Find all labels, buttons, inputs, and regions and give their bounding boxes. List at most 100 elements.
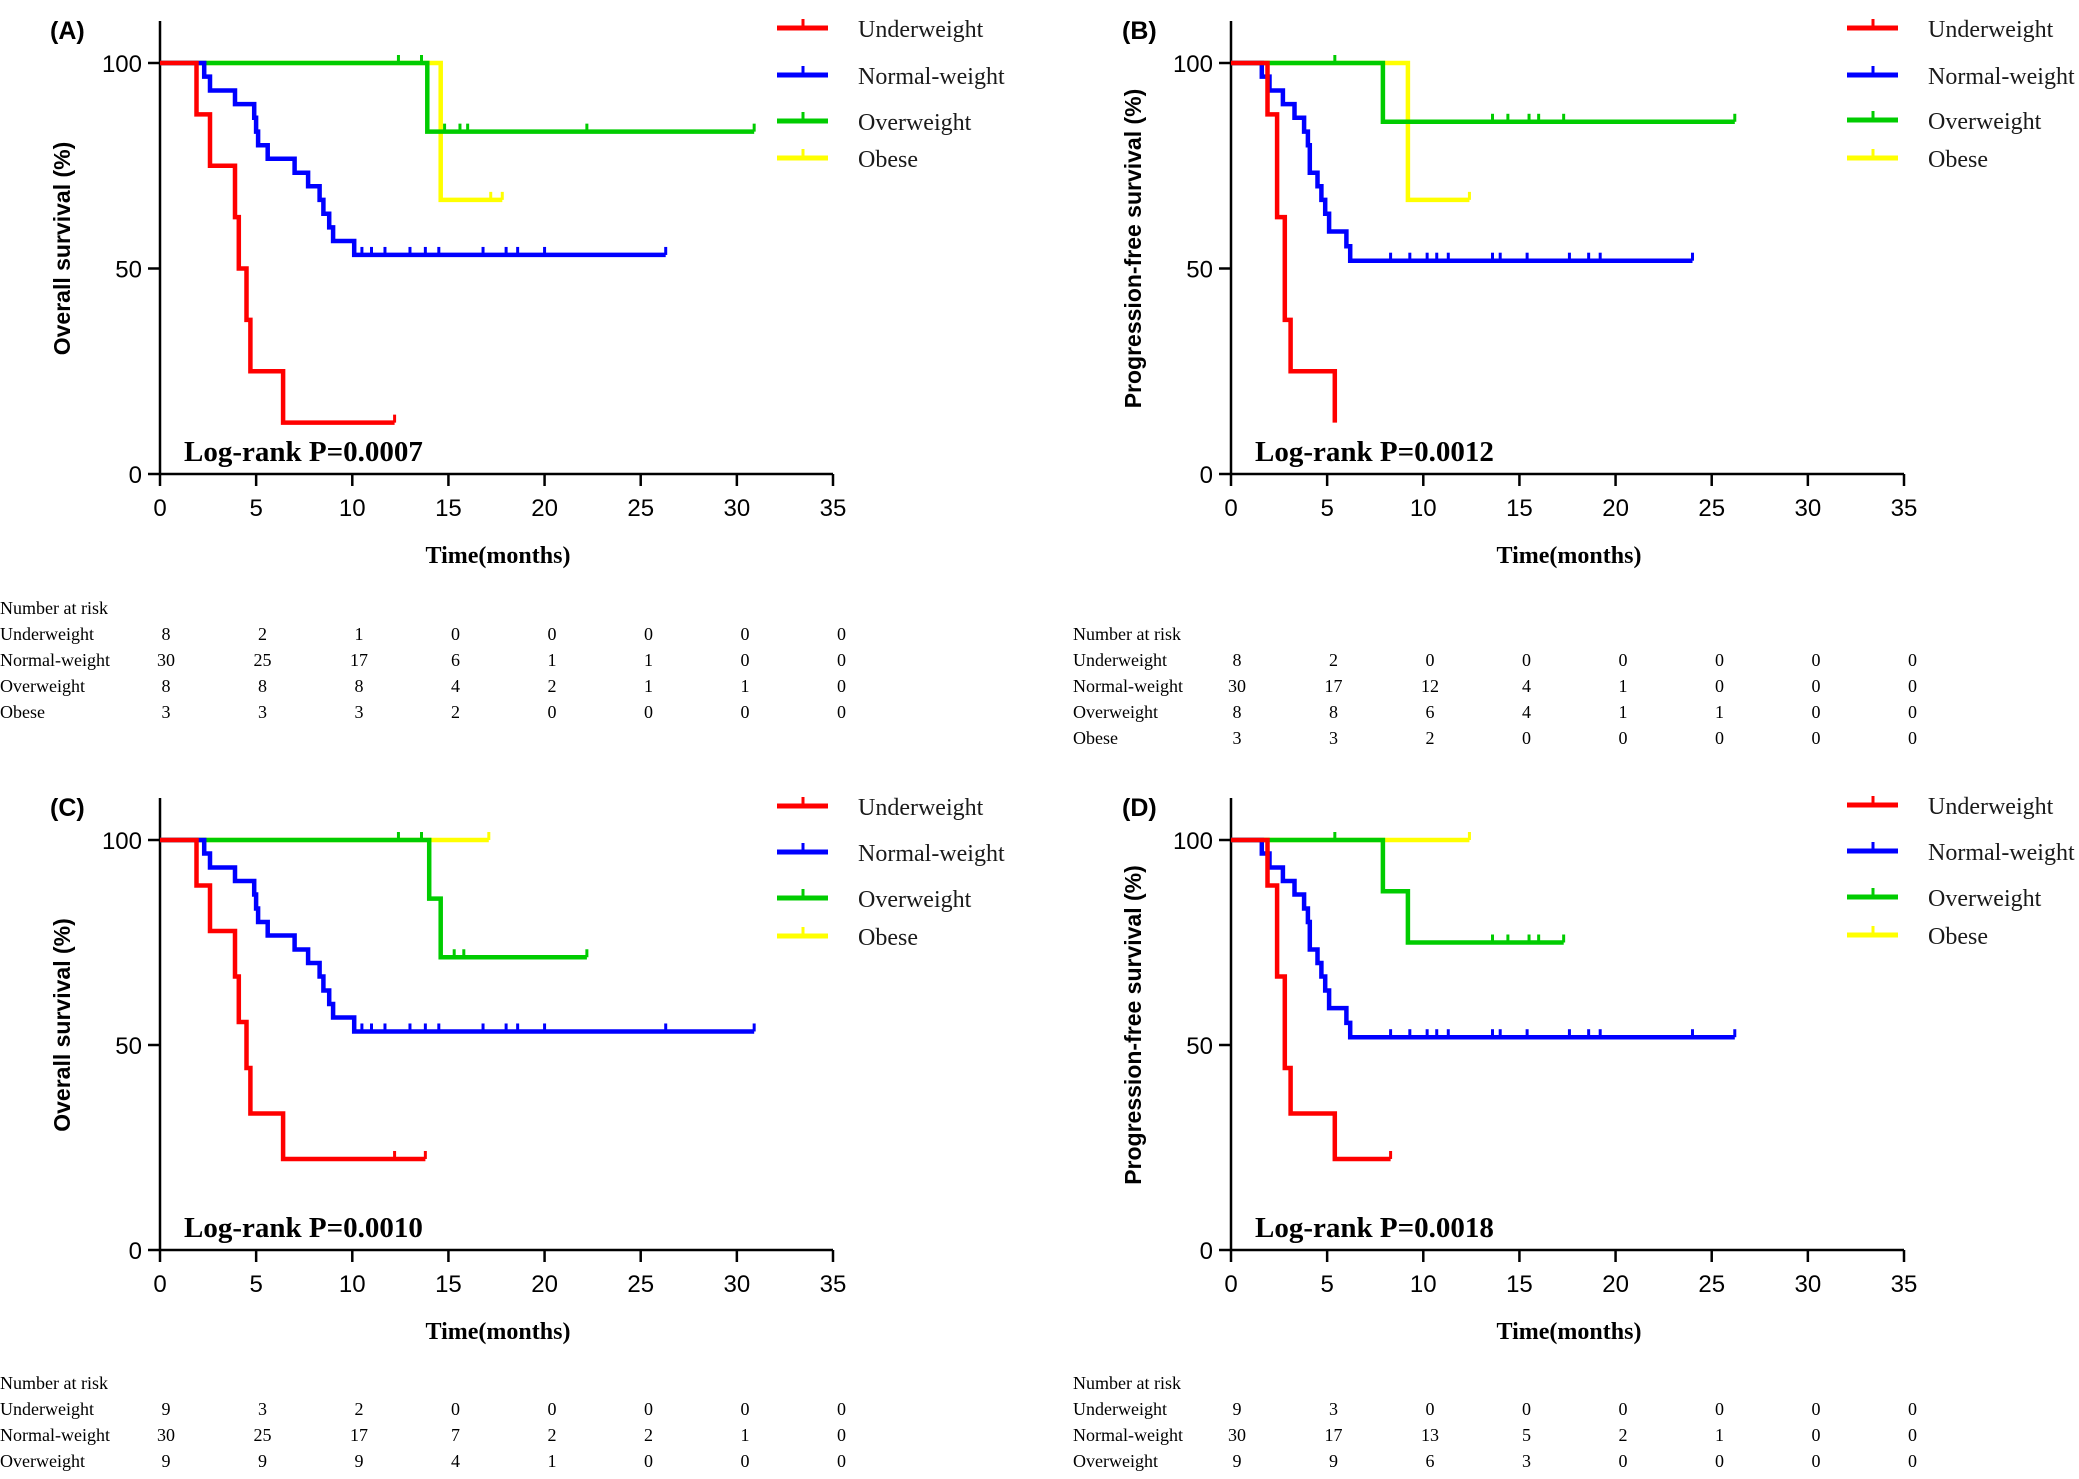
x-tick-label: 10	[339, 495, 366, 522]
risk-cell: 9	[355, 1451, 364, 1471]
x-tick-label: 5	[249, 1271, 262, 1298]
y-tick-label: 50	[115, 1033, 142, 1060]
risk-cell: 1	[1715, 702, 1724, 722]
panel-d: (D)0 5 10 15 20 25 30 35050100Time(months)Progr…	[1073, 794, 2075, 1479]
risk-cell: 8	[1329, 702, 1338, 722]
risk-cell: 0	[741, 1399, 750, 1419]
risk-cell: 0	[1715, 650, 1724, 670]
risk-cell: 2	[1426, 728, 1435, 748]
x-tick-label: 10	[339, 1271, 366, 1298]
risk-cell: 1	[548, 650, 557, 670]
risk-row-label: Normal-weight	[1073, 676, 1183, 696]
risk-row-label: Normal-weight	[0, 650, 110, 670]
risk-cell: 0	[1619, 650, 1628, 670]
risk-row-label: Underweight	[1073, 1399, 1167, 1419]
x-tick-label: 30	[724, 495, 751, 522]
risk-cell: 0	[1522, 728, 1531, 748]
risk-cell: 0	[1715, 728, 1724, 748]
risk-cell: 0	[837, 1425, 846, 1445]
x-tick-label: 35	[820, 495, 847, 522]
x-tick-label: 5	[1320, 495, 1333, 522]
y-tick-label: 100	[102, 51, 142, 78]
risk-row-label: Overweight	[1073, 1451, 1158, 1471]
risk-cell: 3	[258, 1399, 267, 1419]
risk-cell: 9	[258, 1451, 267, 1471]
risk-cell: 0	[1715, 676, 1724, 696]
risk-row-label: Overweight	[0, 676, 85, 696]
risk-cell: 1	[548, 1451, 557, 1471]
risk-cell: 1	[1619, 676, 1628, 696]
x-tick-label: 0	[1224, 495, 1237, 522]
risk-cell: 3	[1233, 728, 1242, 748]
risk-cell: 0	[1715, 1451, 1724, 1471]
risk-cell: 1	[451, 1477, 460, 1479]
risk-cell: 2	[355, 1399, 364, 1419]
log-rank-annotation: Log-rank P=0.0010	[184, 1212, 423, 1244]
series-line-underweight	[160, 60, 395, 425]
x-tick-label: 35	[820, 1271, 847, 1298]
risk-cell: 0	[741, 624, 750, 644]
risk-cell: 8	[355, 676, 364, 696]
x-tick-label: 5	[249, 495, 262, 522]
risk-row-label: Obese	[1073, 728, 1118, 748]
risk-cell: 0	[837, 1477, 846, 1479]
risk-cell: 25	[254, 650, 272, 670]
x-tick-label: 20	[531, 1271, 558, 1298]
risk-cell: 0	[1908, 650, 1917, 670]
risk-cell: 0	[1715, 1399, 1724, 1419]
legend-label-overweight: Overweight	[858, 887, 972, 913]
risk-cell: 3	[258, 702, 267, 722]
risk-cell: 5	[1522, 1425, 1531, 1445]
x-tick-label: 20	[1602, 1271, 1629, 1298]
x-tick-label: 25	[1698, 1271, 1725, 1298]
x-tick-label: 10	[1410, 1271, 1437, 1298]
risk-cell: 0	[1812, 676, 1821, 696]
risk-cell: 17	[1325, 676, 1343, 696]
x-tick-label: 15	[1506, 495, 1533, 522]
risk-cell: 0	[1426, 1399, 1435, 1419]
risk-cell: 0	[1812, 1425, 1821, 1445]
y-axis-label: Overall survival (%)	[49, 918, 75, 1132]
risk-cell: 0	[741, 650, 750, 670]
x-tick-label: 35	[1891, 1271, 1918, 1298]
x-tick-label: 25	[627, 495, 654, 522]
risk-cell: 0	[1715, 1477, 1724, 1479]
legend-label-normal-weight: Normal-weight	[1928, 64, 2075, 90]
risk-row-label: Overweight	[1073, 702, 1158, 722]
series-line-overweight	[160, 60, 755, 134]
series-line-underweight	[1231, 837, 1391, 1162]
x-tick-label: 25	[1698, 495, 1725, 522]
risk-table-title: Number at risk	[0, 598, 108, 618]
panel-label: (B)	[1122, 17, 1157, 45]
risk-cell: 0	[1908, 1425, 1917, 1445]
risk-cell: 0	[1426, 650, 1435, 670]
risk-cell: 2	[258, 624, 267, 644]
legend-label-underweight: Underweight	[1928, 794, 2054, 820]
y-axis-label: Overall survival (%)	[49, 142, 75, 356]
risk-cell: 0	[451, 624, 460, 644]
y-tick-label: 0	[129, 1238, 142, 1265]
risk-row-label: Underweight	[1073, 650, 1167, 670]
risk-cell: 0	[741, 702, 750, 722]
risk-cell: 13	[1421, 1425, 1439, 1445]
risk-cell: 1	[1619, 702, 1628, 722]
risk-cell: 0	[1522, 1399, 1531, 1419]
legend-label-overweight: Overweight	[1928, 109, 2042, 135]
risk-cell: 1	[1426, 1477, 1435, 1479]
risk-cell: 0	[548, 1399, 557, 1419]
series-line-normal-weight	[1231, 60, 1693, 263]
risk-cell: 0	[1812, 1477, 1821, 1479]
risk-row-label: Obese	[1073, 1477, 1118, 1479]
y-axis-label: Progression-free survival (%)	[1120, 89, 1146, 409]
risk-cell: 3	[1522, 1451, 1531, 1471]
risk-cell: 2	[451, 702, 460, 722]
risk-cell: 3	[1329, 1399, 1338, 1419]
risk-cell: 0	[1812, 1451, 1821, 1471]
x-axis-label: Time(months)	[1497, 543, 1642, 569]
risk-cell: 8	[258, 676, 267, 696]
legend-label-normal-weight: Normal-weight	[858, 64, 1005, 90]
x-axis-label: Time(months)	[1497, 1319, 1642, 1345]
risk-cell: 8	[162, 624, 171, 644]
panel-b: (B)0 5 10 15 20 25 30 35050100Time(months)Progr…	[1073, 17, 2075, 748]
risk-cell: 0	[1619, 1451, 1628, 1471]
